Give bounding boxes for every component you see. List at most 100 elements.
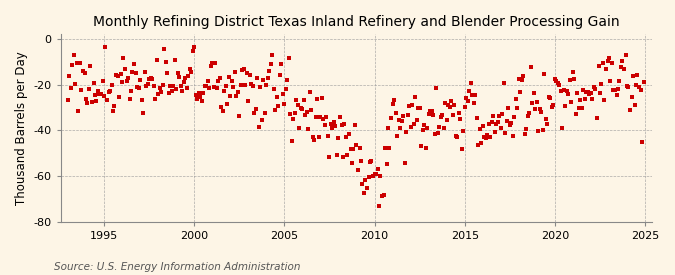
Point xyxy=(335,114,346,119)
Point xyxy=(568,70,578,75)
Point xyxy=(117,80,128,84)
Point xyxy=(603,56,614,60)
Point xyxy=(515,90,526,95)
Point xyxy=(270,108,281,112)
Point xyxy=(242,71,252,76)
Point xyxy=(304,90,315,95)
Point xyxy=(142,82,153,86)
Point xyxy=(144,76,155,81)
Point xyxy=(581,90,592,95)
Point xyxy=(412,106,423,111)
Point xyxy=(428,113,439,117)
Point xyxy=(580,97,591,101)
Point xyxy=(468,101,479,105)
Point xyxy=(503,106,514,110)
Point xyxy=(121,79,132,84)
Point xyxy=(146,77,157,81)
Point xyxy=(629,103,640,108)
Point xyxy=(329,120,340,124)
Point xyxy=(150,97,161,101)
Point xyxy=(572,91,583,95)
Point xyxy=(564,78,575,82)
Point xyxy=(134,78,145,82)
Point xyxy=(635,88,646,92)
Point xyxy=(454,111,464,115)
Point xyxy=(470,93,481,97)
Point xyxy=(440,101,451,105)
Point xyxy=(201,84,212,88)
Point xyxy=(238,66,249,71)
Point xyxy=(418,123,429,127)
Point xyxy=(506,120,516,125)
Point xyxy=(545,95,556,100)
Point xyxy=(133,86,144,90)
Point xyxy=(601,67,612,71)
Point xyxy=(464,89,475,93)
Point xyxy=(354,145,365,150)
Point xyxy=(171,87,182,92)
Point xyxy=(255,84,266,89)
Point xyxy=(82,100,92,105)
Point xyxy=(73,109,84,113)
Point xyxy=(145,76,156,80)
Point xyxy=(102,98,113,102)
Point xyxy=(450,134,461,138)
Point xyxy=(84,87,95,91)
Point xyxy=(339,122,350,126)
Point xyxy=(264,69,275,74)
Point xyxy=(563,92,574,97)
Point xyxy=(378,193,389,198)
Point xyxy=(127,70,138,75)
Point xyxy=(315,115,326,120)
Point xyxy=(99,94,109,98)
Point xyxy=(240,83,250,87)
Point xyxy=(243,99,254,103)
Point xyxy=(574,106,585,111)
Point xyxy=(194,95,205,100)
Point xyxy=(64,73,75,78)
Point xyxy=(471,116,482,120)
Point xyxy=(78,69,88,73)
Point xyxy=(279,102,290,106)
Point xyxy=(628,74,639,79)
Point xyxy=(623,84,634,89)
Point xyxy=(269,87,279,92)
Point xyxy=(443,103,454,107)
Point xyxy=(458,129,468,133)
Point xyxy=(65,86,76,90)
Point xyxy=(302,109,313,114)
Point xyxy=(472,143,483,147)
Point xyxy=(273,104,284,108)
Point xyxy=(139,70,150,75)
Point xyxy=(258,77,269,82)
Point xyxy=(236,82,246,87)
Point xyxy=(234,114,244,118)
Point xyxy=(103,90,114,94)
Point xyxy=(215,76,225,81)
Point xyxy=(105,89,115,93)
Point xyxy=(324,155,335,159)
Point xyxy=(366,159,377,163)
Point xyxy=(265,62,276,66)
Point xyxy=(196,98,207,103)
Point xyxy=(461,95,472,100)
Point xyxy=(417,128,428,133)
Point xyxy=(348,147,359,151)
Point xyxy=(626,95,637,100)
Point xyxy=(529,91,539,96)
Point xyxy=(381,162,392,166)
Point xyxy=(624,108,635,112)
Point xyxy=(220,84,231,88)
Point xyxy=(489,130,500,134)
Point xyxy=(467,93,478,97)
Point xyxy=(569,77,580,81)
Point xyxy=(160,59,171,64)
Point xyxy=(494,114,505,118)
Point xyxy=(596,82,607,86)
Point xyxy=(92,89,103,93)
Point xyxy=(159,47,169,51)
Point xyxy=(211,85,222,90)
Point xyxy=(286,139,297,143)
Point xyxy=(319,123,330,127)
Point xyxy=(546,104,557,109)
